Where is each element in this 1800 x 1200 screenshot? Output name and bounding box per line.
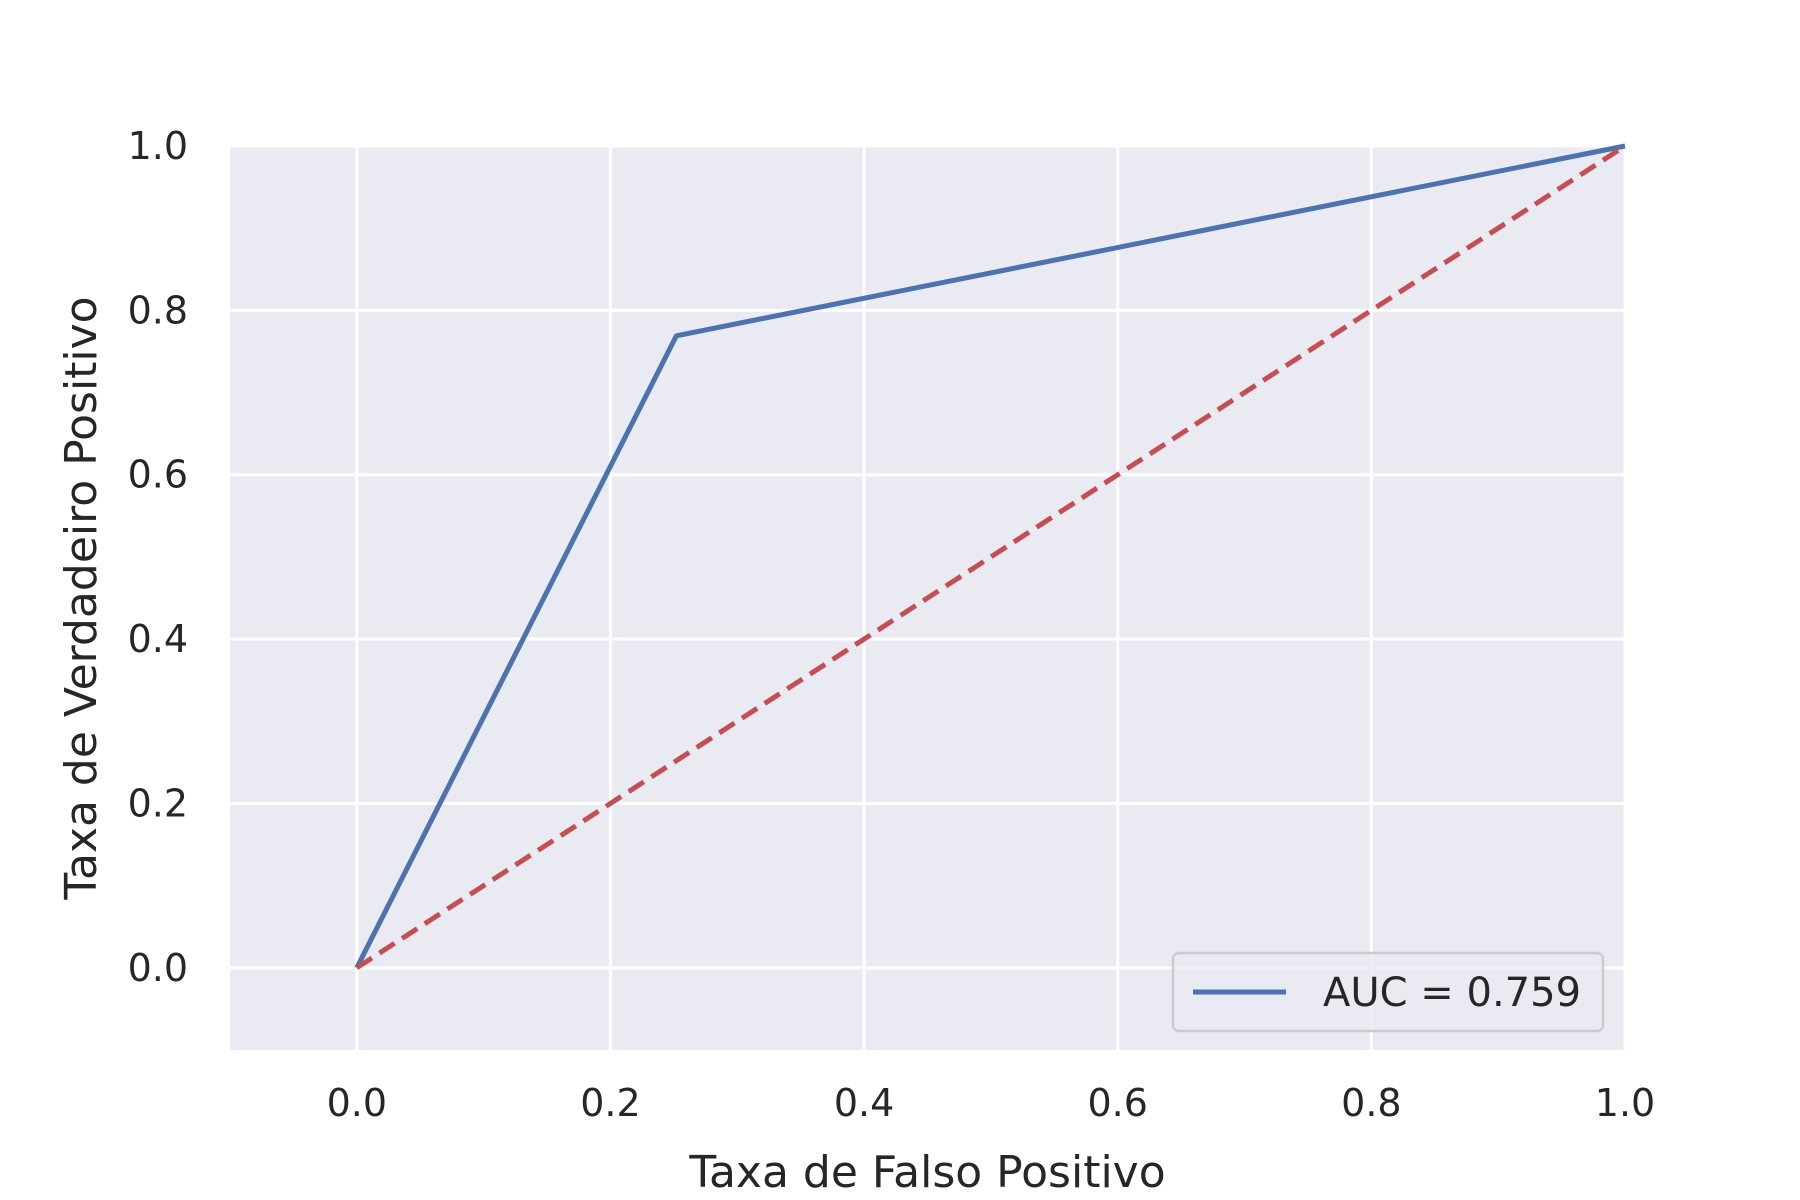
y-tick-label: 0.6 — [128, 453, 188, 497]
x-axis-label: Taxa de Falso Positivo — [688, 1147, 1165, 1198]
legend-label: AUC = 0.759 — [1323, 970, 1581, 1016]
y-tick-label: 0.0 — [128, 946, 188, 990]
x-tick-labels: 0.0 0.2 0.4 0.6 0.8 1.0 — [327, 1081, 1656, 1125]
x-tick-label: 0.4 — [834, 1081, 894, 1125]
legend-box — [1171, 951, 1605, 1033]
legend: AUC = 0.759 — [1171, 951, 1605, 1033]
x-tick-label: 0.8 — [1341, 1081, 1401, 1125]
x-tick-label: 0.0 — [327, 1081, 387, 1125]
x-tick-label: 1.0 — [1595, 1081, 1655, 1125]
y-tick-labels: 0.0 0.2 0.4 0.6 0.8 1.0 — [128, 124, 188, 990]
y-tick-label: 0.8 — [128, 288, 188, 332]
diagonal-reference-line — [355, 143, 1627, 970]
y-tick-label: 0.4 — [128, 617, 188, 661]
y-axis-label: Taxa de Verdadeiro Positivo — [56, 296, 107, 900]
y-tick-label: 0.2 — [128, 781, 188, 825]
roc-curve-line — [354, 143, 1626, 969]
y-tick-label: 1.0 — [128, 124, 188, 168]
x-tick-label: 0.2 — [580, 1081, 640, 1125]
series-group — [354, 143, 1627, 970]
x-tick-label: 0.6 — [1088, 1081, 1148, 1125]
